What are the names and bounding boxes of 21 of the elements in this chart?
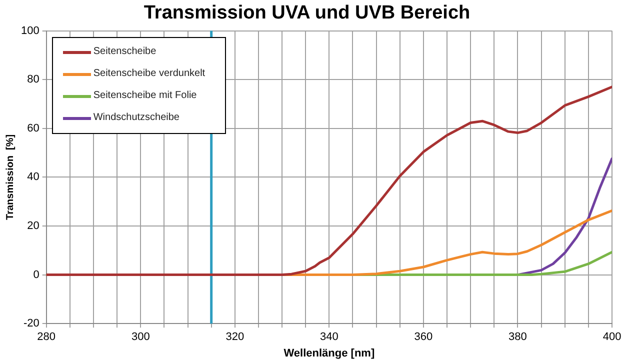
x-tick-label: 280 [37,331,56,344]
legend-label: Seitenscheibe [93,44,156,59]
y-tick-label: 20 [27,220,40,232]
y-axis-title: Transmission [%] [4,134,16,220]
y-tick-label: 60 [27,122,40,134]
y-tick-label: 100 [20,24,40,37]
legend-label: Seitenscheibe mit Folie [93,88,197,103]
x-tick-label: 320 [226,331,244,344]
x-tick-label: 400 [602,331,622,344]
x-tick-label: 340 [320,331,338,344]
legend-label: Seitenscheibe verdunkelt [93,66,206,81]
chart-title: Transmission UVA und UVB Bereich [144,2,470,24]
y-tick-label: 40 [27,171,40,184]
y-tick-label: 0 [33,268,40,281]
x-tick-label: 380 [508,331,527,344]
y-tick-label: -20 [23,318,40,330]
legend-label: Windschutzscheibe [93,110,180,125]
x-tick-label: 300 [131,331,150,344]
x-tick-label: 360 [414,331,433,344]
x-axis-title: Wellenlänge [nm] [284,347,375,360]
y-tick-label: 80 [27,74,40,86]
